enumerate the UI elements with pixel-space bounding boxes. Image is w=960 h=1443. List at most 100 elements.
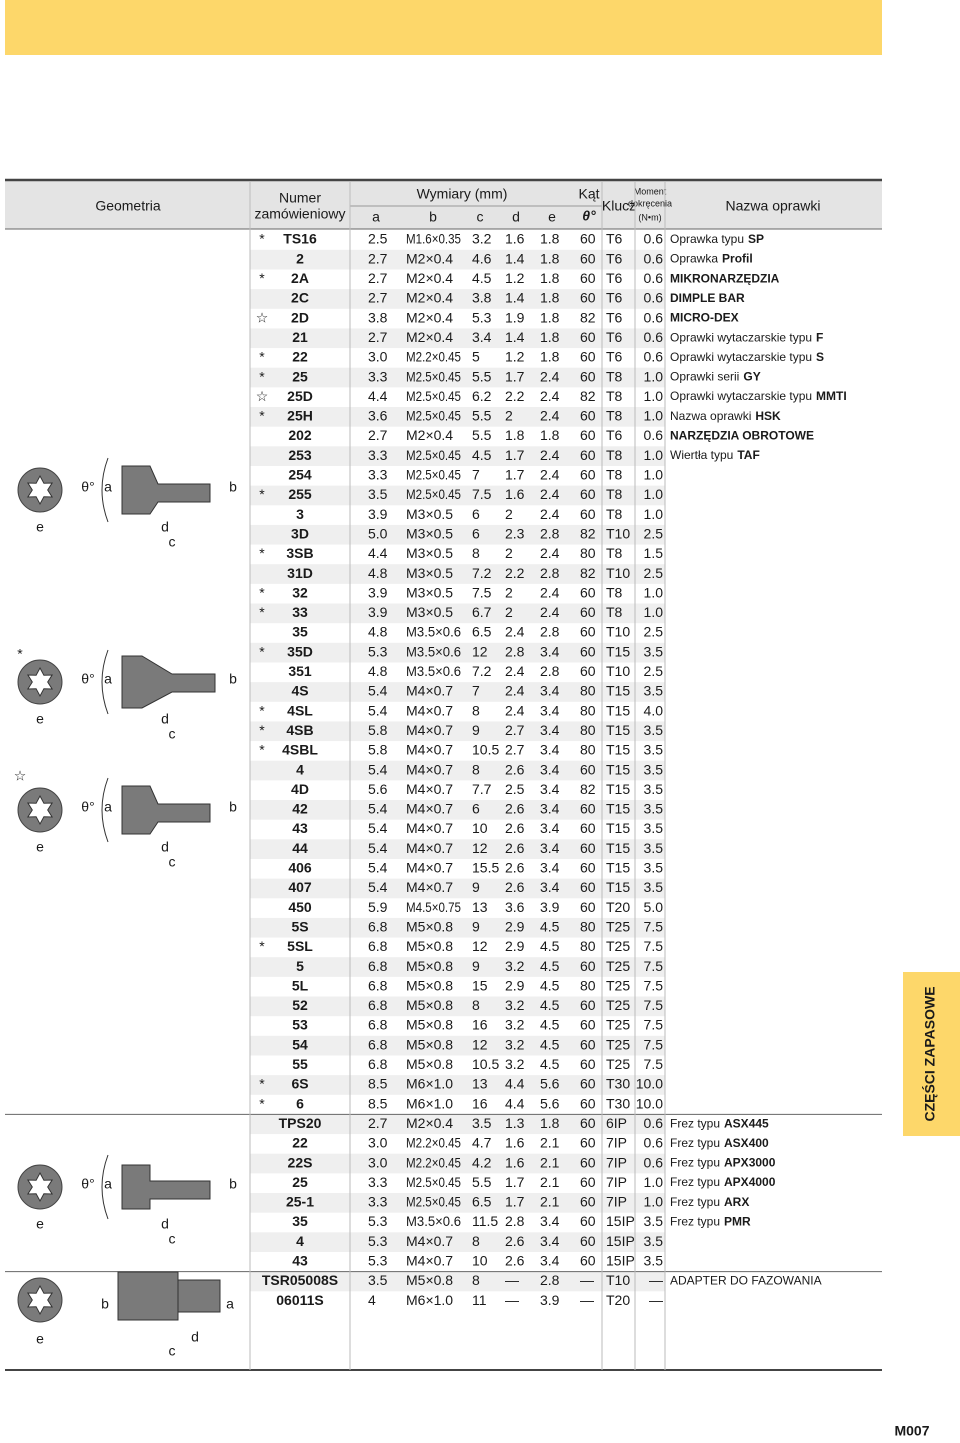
dim-label: a <box>104 671 112 687</box>
row-stripe <box>250 603 665 624</box>
dim-d: 2.6 <box>505 1233 525 1249</box>
key: T20 <box>606 1292 630 1308</box>
angle: 82 <box>580 565 596 581</box>
dim-e: 2.4 <box>540 506 560 522</box>
dim-c: 5.5 <box>472 408 492 424</box>
dim-e: 4.5 <box>540 1036 560 1052</box>
order-no: 4SL <box>287 702 313 718</box>
key: T25 <box>606 1017 630 1033</box>
dim-a: 2.5 <box>368 231 388 247</box>
dim-e: 2.4 <box>540 408 560 424</box>
dim-label: d <box>161 1216 169 1232</box>
dim-label: c <box>169 854 176 870</box>
header: Klucz <box>602 198 636 214</box>
dim-d: 3.2 <box>505 1036 525 1052</box>
dim-a: 5.3 <box>368 1213 388 1229</box>
angle: 80 <box>580 918 596 934</box>
torque: 1.0 <box>644 1174 664 1190</box>
header: b <box>429 209 437 225</box>
angle: 82 <box>580 525 596 541</box>
dim-d: 1.6 <box>505 1154 525 1170</box>
dim-e: 2.4 <box>540 447 560 463</box>
dim-label: θ° <box>81 479 94 495</box>
dim-e: 1.8 <box>540 427 560 443</box>
key: T15 <box>606 722 630 738</box>
torque: 1.0 <box>644 604 664 620</box>
dim-c: 4.2 <box>472 1154 492 1170</box>
dim-e: 3.9 <box>540 1292 560 1308</box>
dim-c: 3.8 <box>472 290 492 306</box>
dim-a: 3.3 <box>368 1194 388 1210</box>
screw-thread <box>177 1279 221 1313</box>
key: 15IP <box>606 1253 635 1269</box>
angle: 60 <box>580 1213 596 1229</box>
dim-a: 3.0 <box>368 349 388 365</box>
dim-a: 6.8 <box>368 997 388 1013</box>
key: T8 <box>606 545 623 561</box>
geometry-marker: ☆ <box>14 768 27 784</box>
torque: — <box>649 1272 663 1288</box>
name-bold: ASX445 <box>724 1116 769 1130</box>
angle-arc <box>101 1154 109 1220</box>
dim-c: 10 <box>472 1253 488 1269</box>
dim-a: 4.8 <box>368 565 388 581</box>
dim-e: 3.4 <box>540 683 560 699</box>
name-plain: Wiertła typu <box>670 448 733 462</box>
torque: 3.5 <box>644 1253 664 1269</box>
dim-e: 3.4 <box>540 860 560 876</box>
row-mark: ☆ <box>256 309 269 325</box>
dim-a: 2.7 <box>368 1115 388 1131</box>
dim-d: — <box>505 1272 519 1288</box>
dim-d: 1.6 <box>505 486 525 502</box>
angle: 82 <box>580 388 596 404</box>
dim-a: 6.8 <box>368 958 388 974</box>
dim-a: 4 <box>368 1292 376 1308</box>
dim-d: 1.3 <box>505 1115 525 1131</box>
dim-d: 2.6 <box>505 879 525 895</box>
torque: 3.5 <box>644 781 664 797</box>
torque: 0.6 <box>644 1154 664 1170</box>
dim-a: 3.3 <box>368 368 388 384</box>
order-no: 32 <box>292 584 308 600</box>
name-plain: Oprawki serii <box>670 370 739 384</box>
torque: 3.5 <box>644 820 664 836</box>
row-stripe <box>250 682 665 702</box>
dim-e: 3.4 <box>540 1253 560 1269</box>
row-stripe <box>250 839 665 859</box>
dim-b: M2×0.4 <box>406 427 453 443</box>
dim-a: 3.8 <box>368 309 388 325</box>
dim-b: M3.5×0.6 <box>406 663 461 679</box>
dim-b: M4×0.7 <box>406 702 453 718</box>
angle: 60 <box>580 624 596 640</box>
dim-e: 2.1 <box>540 1194 560 1210</box>
dim-b: M4×0.7 <box>406 820 453 836</box>
key: T10 <box>606 624 630 640</box>
angle-arc <box>101 649 109 715</box>
key: T10 <box>606 525 630 541</box>
name-bold: PMR <box>724 1215 751 1229</box>
order-no: 254 <box>288 467 312 483</box>
angle: 60 <box>580 270 596 286</box>
dim-d: 3.6 <box>505 899 525 915</box>
dim-d: 2.2 <box>505 388 525 404</box>
holder-name: Nazwa oprawki HSK <box>670 409 781 423</box>
dim-a: 5.0 <box>368 525 388 541</box>
dim-label: e <box>36 839 44 855</box>
key: T25 <box>606 1036 630 1052</box>
angle: 60 <box>580 879 596 895</box>
dim-e: 3.4 <box>540 781 560 797</box>
angle: 82 <box>580 309 596 325</box>
header: Kąt <box>578 186 599 202</box>
angle: 60 <box>580 329 596 345</box>
dim-e: 1.8 <box>540 1115 560 1131</box>
name-bold: DIMPLE BAR <box>670 291 745 305</box>
dim-a: 6.8 <box>368 1056 388 1072</box>
dim-e: 3.4 <box>540 1213 560 1229</box>
dim-c: 3.5 <box>472 1115 492 1131</box>
dim-b: M2.5×0.45 <box>406 486 461 502</box>
torque: 3.5 <box>644 742 664 758</box>
row-stripe <box>250 1193 665 1213</box>
name-plain: Frez typu <box>670 1175 720 1189</box>
angle: 60 <box>580 584 596 600</box>
torque: 5.0 <box>644 899 664 915</box>
